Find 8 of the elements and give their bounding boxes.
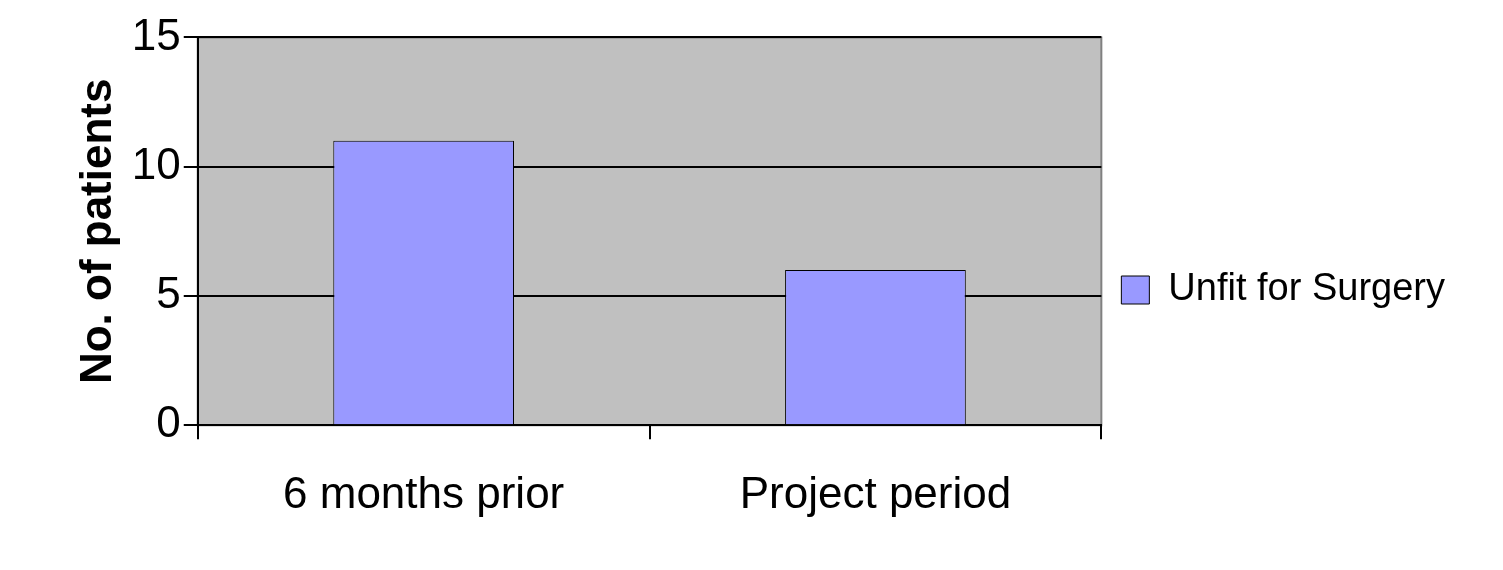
x-tick-label: 6 months prior bbox=[283, 467, 565, 517]
x-tick-label: Project period bbox=[739, 467, 1012, 517]
legend-label: Unfit for Surgery bbox=[1168, 266, 1446, 309]
y-tick-label: 10 bbox=[131, 138, 181, 188]
y-tick-label: 5 bbox=[156, 268, 181, 318]
y-tick-label: 0 bbox=[156, 397, 181, 447]
y-tick-label: 15 bbox=[131, 9, 181, 59]
y-axis-title: No. of patients bbox=[70, 78, 120, 385]
